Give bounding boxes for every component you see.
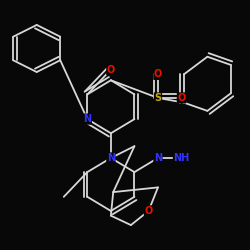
Text: N: N: [154, 153, 162, 163]
Text: N: N: [83, 114, 92, 124]
Text: NH: NH: [174, 153, 190, 163]
Text: N: N: [107, 153, 115, 163]
Text: O: O: [154, 70, 162, 80]
Text: O: O: [107, 65, 115, 75]
Text: O: O: [178, 93, 186, 103]
Text: O: O: [144, 206, 153, 216]
Text: S: S: [154, 93, 162, 103]
